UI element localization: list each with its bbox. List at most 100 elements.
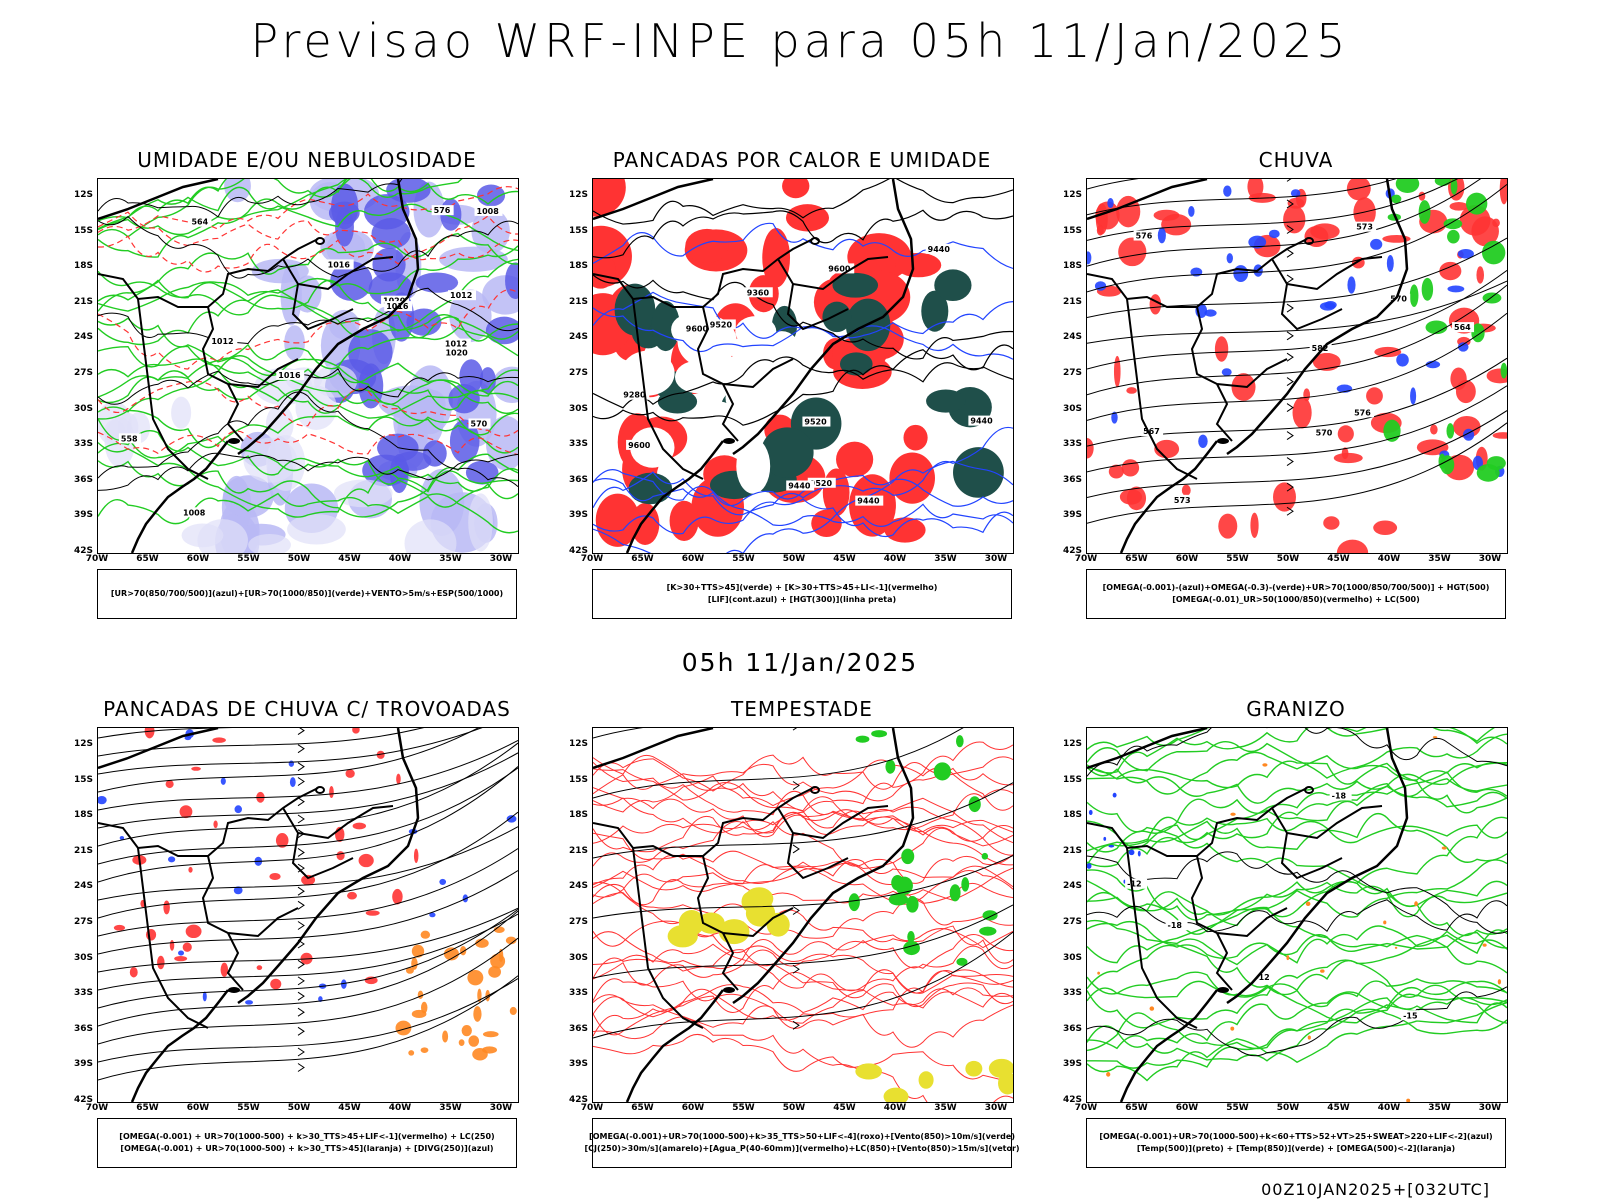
lif-blue-contours-line [593, 474, 1013, 507]
thunder-red-area-cell [165, 780, 174, 789]
contour-label: 1012 [211, 337, 233, 346]
humidity-pale-area-cell [468, 493, 493, 552]
lif-blue-contours-line [593, 469, 1013, 527]
divergence-blue-area-cell [167, 856, 176, 863]
map-panel [97, 727, 519, 1103]
thunder-red-area-cell [365, 910, 380, 916]
precip-water-red-contours-line [593, 969, 1013, 1028]
humidity-green-contours-line [98, 362, 518, 404]
humidity-pale-area-cell [287, 514, 346, 545]
thunder-red-area-cell [345, 769, 355, 778]
contour-label: 573 [1174, 496, 1191, 505]
lon-tick-label: 35W [934, 554, 957, 564]
precip-water-red-contours-line [593, 984, 1013, 1037]
humidity-pale-area-cell [313, 364, 358, 398]
lat-tick-label: 30S [1062, 952, 1082, 963]
li-red-area-cell [884, 517, 926, 543]
pressure-black-contours-line [98, 179, 403, 218]
hail-blue-area-cell [1112, 792, 1117, 798]
page-title: Previsao WRF-INPE para 05h 11/Jan/2025 [250, 14, 1350, 68]
lon-tick-label: 50W [1276, 1103, 1300, 1113]
contour-label-bg [442, 338, 471, 349]
wind-streamlines-arrow [297, 1047, 305, 1057]
lat-tick-label: 36S [73, 474, 93, 485]
wind-vectors-arrow [792, 728, 798, 731]
humidity-green-contours-line [98, 186, 518, 252]
wind-streamlines-arrow [297, 777, 305, 786]
lat-tick-label: 24S [568, 332, 588, 343]
hail-blue-area-cell [1108, 844, 1115, 848]
omega-orange-area-cell [1230, 812, 1236, 816]
wind-streamlines [98, 728, 518, 1081]
wind-green-area-cell [961, 877, 970, 892]
thunder-red-area-cell [256, 965, 263, 971]
rain-red-area-cell [1287, 197, 1305, 209]
wind-green-area-cell [956, 957, 968, 966]
pressure-black-contours-line [98, 287, 518, 345]
humidity-pale-area-cell [181, 523, 224, 548]
lon-tick-label: 40W [883, 554, 907, 564]
precip-water-red-contours-line [593, 988, 1013, 1048]
temp850-green-contours-line [1087, 816, 1507, 866]
thunder-red-area-cell [163, 900, 170, 915]
contour-label: 9440 [788, 481, 811, 490]
wind-streamlines-arrow [1286, 377, 1294, 386]
lon-tick-label: 65W [136, 554, 159, 564]
rain-red-area-cell [1108, 464, 1124, 479]
clear-area-cell [755, 362, 793, 395]
divergence-blue-area-cell [439, 878, 447, 886]
lon-tick-label: 55W [1226, 1103, 1249, 1113]
jet-yellow-area-cell [718, 919, 750, 945]
rain-red-area-cell [1374, 346, 1402, 358]
thunder-red-area-cell [376, 750, 385, 759]
lon-tick-label: 55W [732, 1103, 755, 1113]
omega-orange-area-cell [1383, 920, 1387, 925]
lat-tick-label: 30S [568, 952, 588, 963]
omega-orange-area-cell [1497, 979, 1502, 985]
lon-tick-label: 60W [681, 1103, 705, 1113]
wind-streamlines-line [98, 767, 518, 865]
li-red-area-cell [782, 179, 810, 199]
rain-blue-area-cell [1087, 251, 1092, 265]
humidity-green-contours-line [98, 409, 518, 449]
thunder-red-area-cell [352, 822, 367, 830]
lat-tick-label: 21S [73, 296, 93, 307]
pressure-black-contours-line [98, 452, 518, 491]
lon-tick-label: 30W [489, 1103, 513, 1113]
lake-mark [228, 987, 240, 993]
rain-blue-area-cell [1111, 411, 1118, 424]
legend-box: [UR>70(850/700/500)](azul)+[UR>70(1000/8… [97, 569, 517, 619]
wind-streamlines-arrow [297, 797, 305, 807]
hgt300-black-contours-line [593, 179, 1013, 225]
thickness-red-dashed-line [98, 211, 518, 261]
precip-water-red-contours-line [593, 882, 1013, 939]
wind-streamlines-line [1087, 179, 1397, 216]
legend-text: [OMEGA(-0.001) + UR>70(1000-500) + k>30_… [120, 1144, 494, 1153]
coastline [98, 728, 420, 1102]
panel-title: PANCADAS DE CHUVA C/ TROVOADAS [103, 697, 511, 721]
rain-green-area-cell [1425, 320, 1448, 335]
wind-green-area-cell [848, 893, 860, 912]
lat-tick-label: 33S [568, 439, 588, 450]
precip-water-red-contours-line [593, 1016, 1013, 1102]
contour-label: 9520 [810, 479, 833, 488]
thunder-orange-area-cell [472, 1047, 488, 1061]
contour-label-bg [855, 495, 884, 506]
rain-blue-area-cell [1157, 227, 1166, 244]
contour-label-bg [1133, 230, 1156, 241]
pressure-black-contours-line [98, 367, 518, 405]
contour-label: 576 [1136, 232, 1153, 241]
wind-streamlines-arrow [297, 900, 305, 910]
divergence-blue-area-cell [119, 835, 125, 841]
rain-green-area-cell [1418, 200, 1431, 224]
clear-area-cell [736, 438, 771, 494]
wind-streamlines-arrow [297, 1007, 305, 1017]
humidity-pale-area-cell [404, 519, 457, 553]
rain-red-area-cell [1283, 205, 1306, 234]
wind-streamlines-arrow [297, 976, 305, 986]
lat-tick-label: 18S [73, 261, 93, 272]
contour-label: 564 [191, 218, 208, 227]
thunder-orange-area-cell [411, 944, 425, 958]
contour-label: 9440 [970, 417, 993, 426]
thunder-orange-area-cell [505, 936, 517, 945]
